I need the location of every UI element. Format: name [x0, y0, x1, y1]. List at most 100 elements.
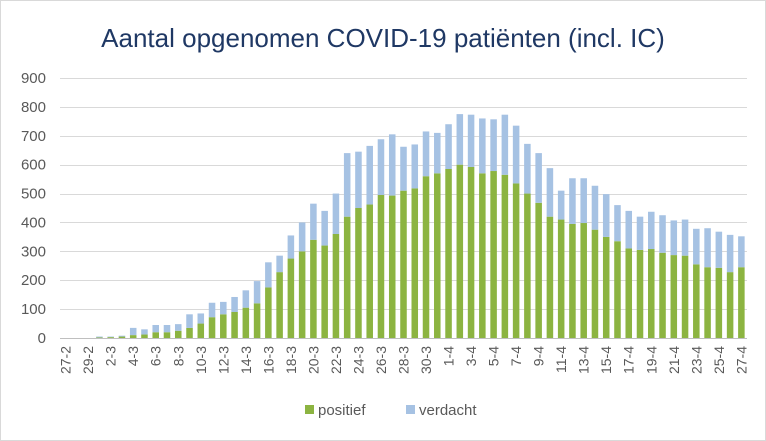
bar-verdacht-27: [366, 145, 373, 205]
bar-positief-19: [276, 272, 283, 338]
bar-positief-4: [107, 337, 114, 338]
x-tick-label: 22-3: [328, 346, 344, 374]
bar-positief-60: [738, 267, 745, 338]
x-tick-label: 16-3: [260, 346, 276, 374]
bar-positief-30: [400, 190, 407, 338]
bar-verdacht-9: [163, 325, 171, 333]
y-tick-label: 200: [21, 272, 46, 289]
legend-swatch-verdacht: [406, 405, 415, 414]
legend-label-positief: positief: [318, 402, 366, 419]
bar-positief-40: [512, 183, 520, 338]
bar-verdacht-59: [726, 234, 734, 273]
legend: positief verdacht: [305, 402, 477, 419]
bar-verdacht-39: [501, 114, 509, 175]
y-tick-label: 800: [21, 99, 46, 116]
x-tick-label: 2-3: [103, 346, 119, 366]
y-axis-labels: 0 100 200 300 400 500 600 700 800 900: [21, 70, 46, 347]
bar-positief-25: [343, 216, 351, 338]
bars: [96, 114, 745, 338]
bar-verdacht-44: [557, 190, 565, 220]
bar-positief-18: [265, 287, 272, 338]
y-tick-label: 0: [38, 330, 46, 347]
bar-verdacht-12: [197, 313, 205, 324]
bar-positief-38: [490, 171, 497, 338]
bar-positief-55: [681, 255, 689, 338]
bar-positief-45: [569, 223, 576, 338]
bar-positief-31: [411, 188, 419, 338]
bar-positief-44: [557, 219, 565, 338]
bar-positief-33: [434, 173, 441, 338]
bar-verdacht-60: [738, 236, 745, 268]
x-tick-label: 4-3: [125, 346, 141, 366]
bar-verdacht-38: [490, 119, 497, 172]
bar-verdacht-33: [434, 132, 441, 174]
x-tick-label: 25-4: [711, 346, 727, 374]
bar-verdacht-25: [343, 153, 351, 217]
bar-verdacht-57: [704, 228, 711, 268]
bar-verdacht-22: [310, 203, 317, 240]
bar-positief-5: [118, 336, 126, 338]
bar-verdacht-24: [332, 193, 340, 234]
bar-positief-29: [388, 195, 396, 338]
bar-verdacht-35: [456, 114, 464, 165]
bar-verdacht-20: [287, 235, 295, 259]
bar-positief-52: [648, 249, 655, 338]
x-tick-label: 30-3: [418, 346, 434, 374]
bar-positief-43: [546, 216, 554, 338]
bar-verdacht-52: [648, 211, 655, 250]
bar-verdacht-13: [208, 302, 216, 318]
x-tick-label: 14-3: [238, 346, 254, 374]
x-tick-label: 13-4: [576, 346, 592, 374]
bar-verdacht-46: [580, 178, 587, 224]
bar-verdacht-18: [265, 262, 272, 288]
y-tick-label: 900: [21, 70, 46, 87]
bar-positief-23: [321, 245, 328, 338]
y-tick-label: 600: [21, 157, 46, 174]
bar-positief-13: [208, 317, 216, 338]
bar-positief-35: [456, 164, 464, 338]
bar-verdacht-41: [524, 143, 531, 194]
bar-verdacht-14: [220, 301, 227, 315]
x-tick-label: 27-2: [58, 346, 74, 374]
bar-positief-10: [174, 330, 182, 338]
bar-verdacht-17: [253, 281, 261, 304]
x-tick-label: 3-4: [463, 346, 479, 366]
bar-positief-51: [636, 249, 644, 338]
bar-positief-39: [501, 174, 509, 338]
bar-positief-59: [726, 272, 734, 338]
bar-verdacht-16: [242, 290, 250, 308]
bar-verdacht-51: [636, 216, 644, 250]
bar-positief-21: [298, 251, 306, 338]
x-tick-label: 29-2: [80, 346, 96, 374]
bar-positief-20: [287, 258, 295, 338]
bar-verdacht-3: [96, 336, 103, 338]
bar-verdacht-26: [355, 151, 362, 208]
x-tick-label: 10-3: [193, 346, 209, 374]
bar-positief-41: [524, 193, 531, 338]
bar-positief-6: [129, 335, 137, 338]
x-tick-label: 1-4: [441, 346, 457, 366]
legend-swatch-positief: [305, 405, 314, 414]
x-tick-label: 12-3: [215, 346, 231, 374]
x-tick-label: 6-3: [148, 346, 164, 366]
bar-positief-56: [693, 264, 700, 338]
x-axis-labels: 27-2 29-2 2-3 4-3 6-3 8-3 10-3 12-3 14-3 16-3 18-3…: [58, 346, 750, 374]
bar-positief-46: [580, 223, 587, 338]
bar-verdacht-34: [445, 124, 452, 169]
bar-positief-49: [614, 241, 621, 338]
bar-verdacht-5: [118, 335, 126, 337]
y-tick-label: 500: [21, 186, 46, 203]
bar-verdacht-23: [321, 210, 328, 246]
x-tick-label: 8-3: [170, 346, 186, 366]
x-tick-label: 20-3: [305, 346, 321, 374]
bar-verdacht-49: [614, 205, 621, 242]
bar-verdacht-11: [186, 314, 193, 328]
bar-positief-12: [197, 323, 205, 338]
x-tick-label: 7-4: [508, 346, 524, 366]
bar-positief-14: [220, 314, 227, 338]
bar-verdacht-31: [411, 144, 419, 189]
bar-verdacht-4: [107, 336, 114, 338]
bar-positief-42: [535, 202, 542, 338]
bar-verdacht-40: [512, 125, 520, 184]
x-tick-label: 15-4: [598, 346, 614, 374]
